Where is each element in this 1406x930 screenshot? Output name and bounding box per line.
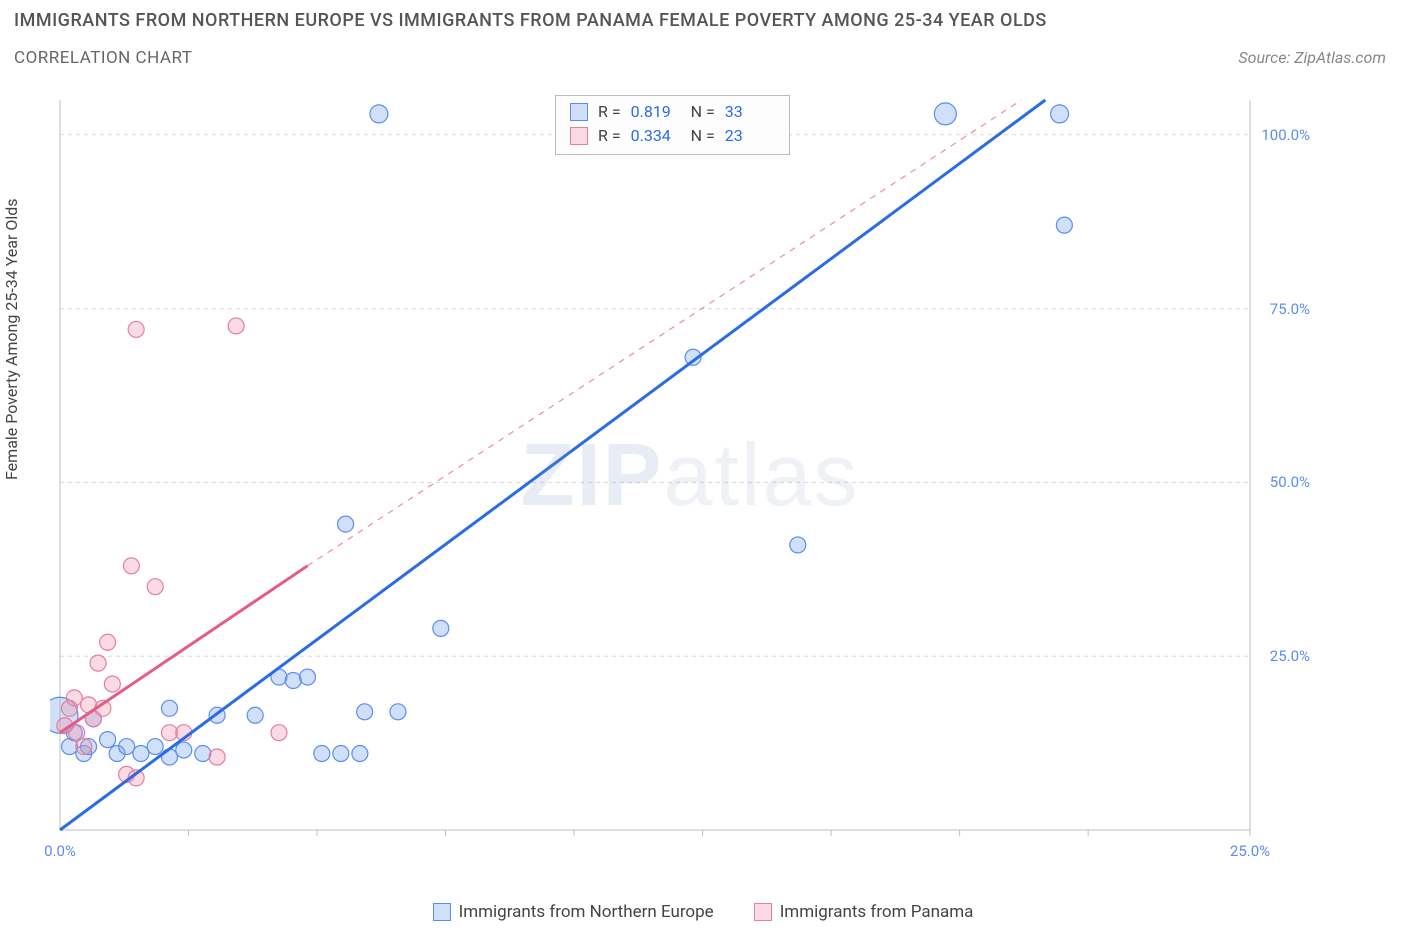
y-axis-label: Female Poverty Among 25-34 Year Olds <box>2 198 21 480</box>
r-value: 0.334 <box>631 124 681 148</box>
legend-swatch <box>754 903 772 921</box>
r-value: 0.819 <box>631 100 681 124</box>
n-value: 23 <box>725 124 775 148</box>
n-value: 33 <box>725 100 775 124</box>
r-label: R = <box>598 100 621 124</box>
stats-legend-box: R = 0.819 N = 33 R = 0.334 N = 23 <box>555 95 790 155</box>
stats-row: R = 0.334 N = 23 <box>570 124 775 148</box>
stats-row: R = 0.819 N = 33 <box>570 100 775 124</box>
legend-swatch <box>433 903 451 921</box>
legend-item: Immigrants from Northern Europe <box>433 902 714 922</box>
chart-svg <box>50 90 1330 860</box>
r-label: R = <box>598 124 621 148</box>
bottom-legend: Immigrants from Northern Europe Immigrant… <box>0 902 1406 922</box>
y-tick-label: 75.0% <box>1270 300 1310 318</box>
chart-title-line2: CORRELATION CHART <box>14 48 192 68</box>
y-tick-label: 100.0% <box>1261 126 1310 144</box>
legend-swatch <box>570 127 588 145</box>
x-tick-label: 0.0% <box>44 842 76 860</box>
n-label: N = <box>691 100 715 124</box>
legend-label: Immigrants from Panama <box>780 902 974 922</box>
legend-item: Immigrants from Panama <box>754 902 974 922</box>
x-tick-label: 25.0% <box>1230 842 1270 860</box>
chart-title-line1: IMMIGRANTS FROM NORTHERN EUROPE VS IMMIG… <box>14 10 1047 31</box>
n-label: N = <box>691 124 715 148</box>
y-tick-label: 50.0% <box>1270 473 1310 491</box>
source-label: Source: ZipAtlas.com <box>1238 48 1386 67</box>
y-tick-label: 25.0% <box>1270 647 1310 665</box>
legend-label: Immigrants from Northern Europe <box>459 902 714 922</box>
plot-area: ZIPatlas 25.0%50.0%75.0%100.0%0.0%25.0% <box>50 90 1330 860</box>
legend-swatch <box>570 103 588 121</box>
